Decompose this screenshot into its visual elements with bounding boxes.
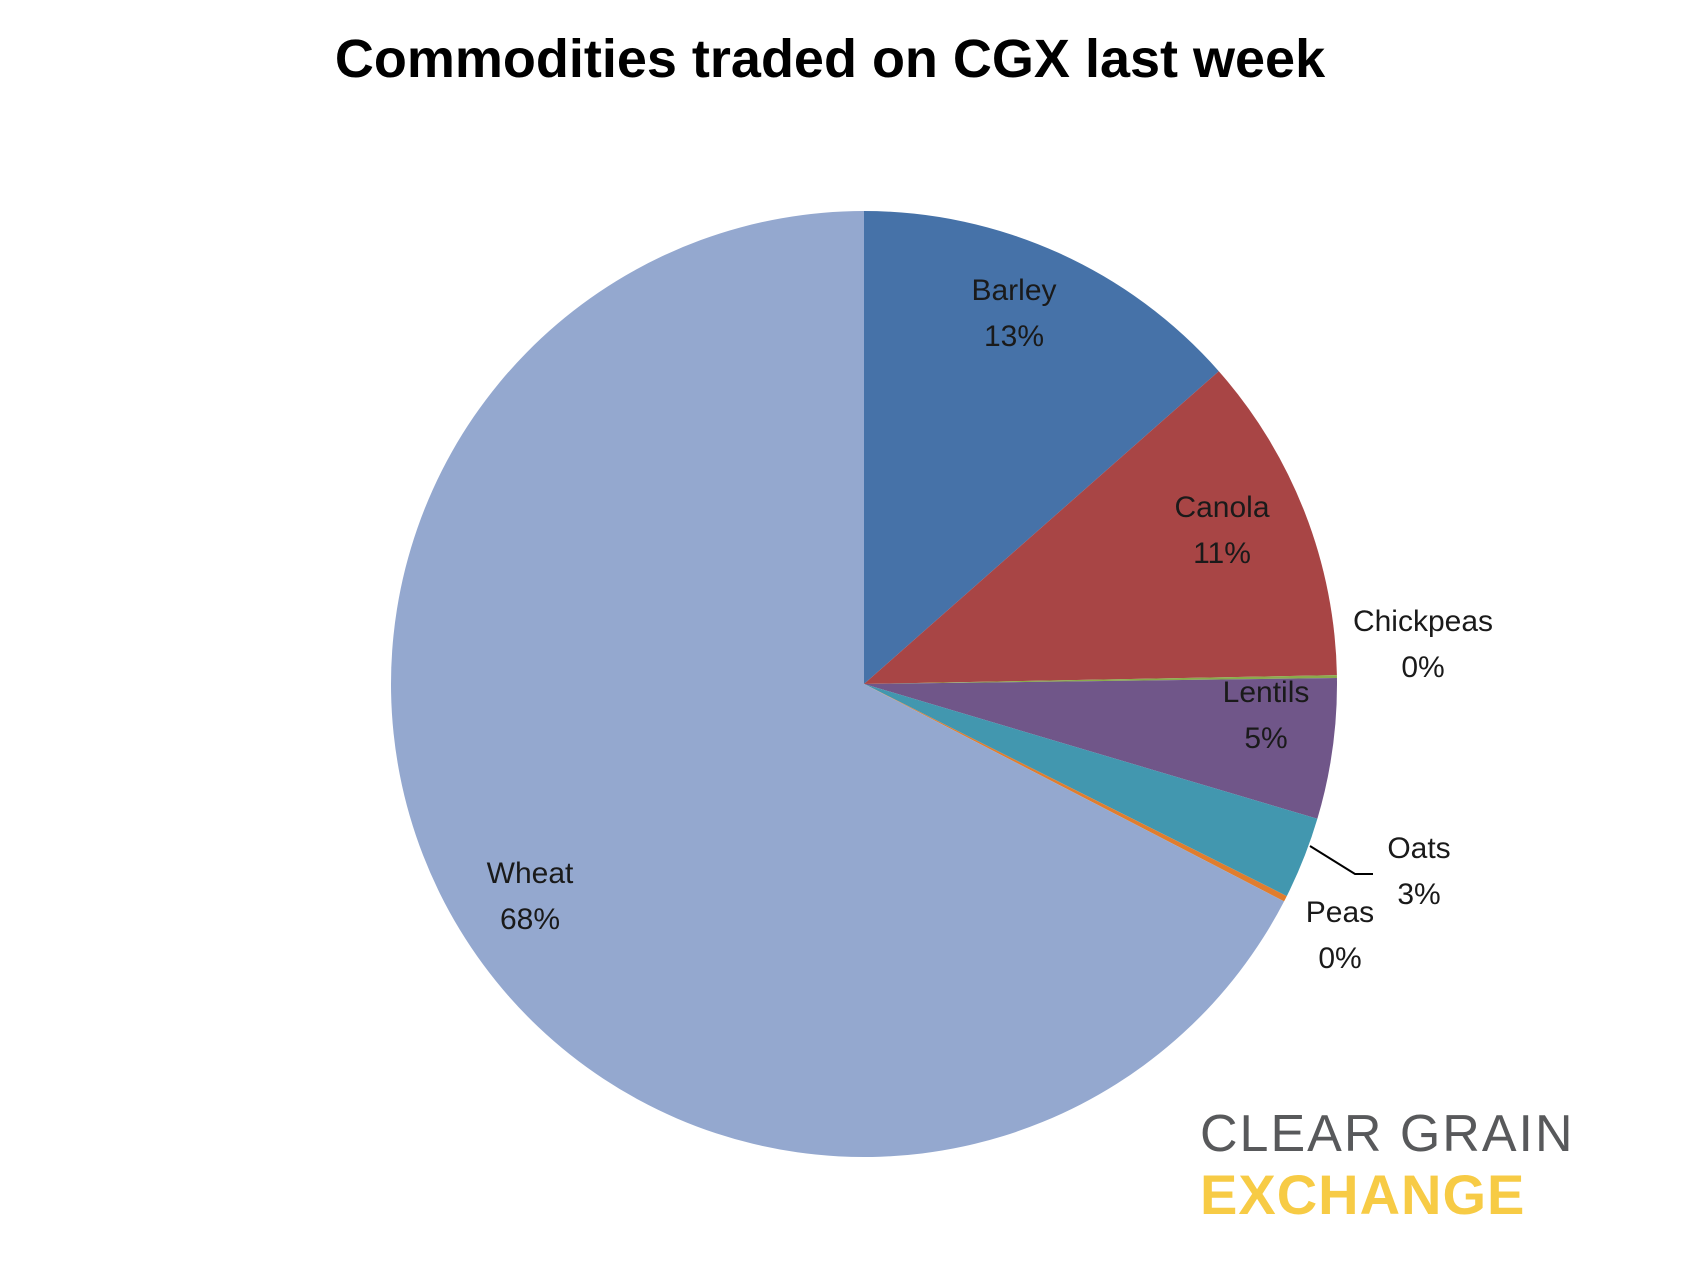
slice-label-name: Oats <box>1387 832 1450 865</box>
leader-lines <box>1309 845 1373 875</box>
slice-label-chickpeas: Chickpeas 0% <box>1353 605 1493 684</box>
slice-label-percent: 0% <box>1318 942 1361 975</box>
chart-title: Commodities traded on CGX last week <box>334 29 1326 89</box>
slice-label-name: Wheat <box>487 857 574 890</box>
slice-label-percent: 11% <box>1193 537 1251 570</box>
slice-label-wheat: Wheat 68% <box>487 857 574 936</box>
slice-label-canola: Canola 11% <box>1174 491 1269 570</box>
slice-label-name: Lentils <box>1223 676 1310 709</box>
slice-label-oats: Oats 3% <box>1387 832 1450 911</box>
slice-label-percent: 5% <box>1244 722 1287 755</box>
pie-slice-lentils <box>864 678 1337 819</box>
pie-slice-canola <box>864 371 1337 684</box>
slice-label-percent: 13% <box>984 320 1044 353</box>
pie-slice-barley <box>864 211 1219 684</box>
leader-line-oats <box>1309 845 1373 875</box>
slice-label-percent: 0% <box>1401 651 1444 684</box>
clear-grain-exchange-logo: CLEAR GRAIN EXCHANGE <box>1200 1106 1620 1224</box>
slice-label-name: Peas <box>1306 896 1374 929</box>
slice-label-name: Canola <box>1174 491 1269 524</box>
logo-line-clear-grain: CLEAR GRAIN <box>1200 1105 1575 1163</box>
slice-label-lentils: Lentils 5% <box>1223 676 1310 755</box>
pie-slice-oats <box>864 684 1318 897</box>
pie-slice-chickpeas <box>864 675 1337 684</box>
pie-slices <box>391 211 1337 1157</box>
slice-label-peas: Peas 0% <box>1306 896 1374 975</box>
pie-slice-peas <box>864 684 1287 902</box>
logo-line-exchange: EXCHANGE <box>1200 1163 1526 1226</box>
slice-label-percent: 3% <box>1397 878 1440 911</box>
slice-label-name: Chickpeas <box>1353 605 1493 638</box>
slice-label-percent: 68% <box>500 903 560 936</box>
slice-label-name: Barley <box>971 274 1056 307</box>
pie-slice-wheat <box>391 211 1285 1157</box>
slice-label-barley: Barley 13% <box>971 274 1056 353</box>
slice-labels: Barley 13% Canola 11% Chickpeas 0% Lentils 5% Oa… <box>487 274 1493 975</box>
